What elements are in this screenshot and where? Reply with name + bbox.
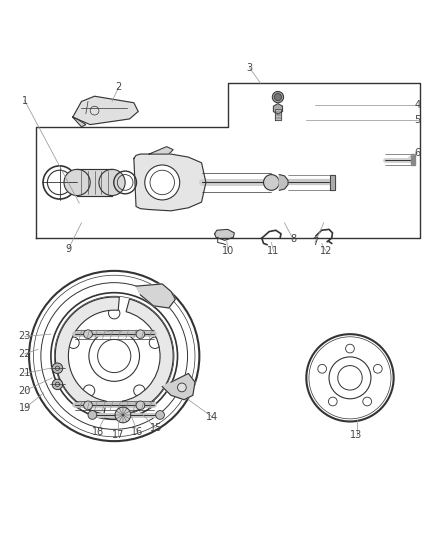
Text: 20: 20 xyxy=(18,386,31,396)
Polygon shape xyxy=(330,175,335,190)
Polygon shape xyxy=(134,154,206,211)
Circle shape xyxy=(136,401,145,410)
Text: 14: 14 xyxy=(206,412,219,422)
Circle shape xyxy=(275,94,282,101)
Text: 23: 23 xyxy=(18,332,31,341)
Text: 7: 7 xyxy=(312,238,318,247)
Circle shape xyxy=(88,410,97,419)
Polygon shape xyxy=(276,109,281,120)
Text: 15: 15 xyxy=(149,423,162,433)
Polygon shape xyxy=(77,169,112,196)
Text: 18: 18 xyxy=(92,426,104,437)
Text: 22: 22 xyxy=(18,349,31,359)
Circle shape xyxy=(155,410,164,419)
Circle shape xyxy=(84,401,92,410)
Circle shape xyxy=(177,383,186,392)
Polygon shape xyxy=(273,103,283,114)
Polygon shape xyxy=(279,175,288,190)
Text: 8: 8 xyxy=(290,235,296,245)
Text: 5: 5 xyxy=(414,115,421,125)
Polygon shape xyxy=(149,147,173,154)
Circle shape xyxy=(52,363,63,374)
Text: 21: 21 xyxy=(18,368,31,378)
Text: 10: 10 xyxy=(222,246,234,256)
Text: 3: 3 xyxy=(247,63,253,73)
Circle shape xyxy=(145,165,180,200)
Polygon shape xyxy=(73,117,86,127)
Text: 16: 16 xyxy=(131,426,144,437)
Circle shape xyxy=(272,92,284,103)
Text: 12: 12 xyxy=(320,246,332,256)
Text: 13: 13 xyxy=(350,430,363,440)
Text: 9: 9 xyxy=(65,244,71,254)
Text: 6: 6 xyxy=(415,148,421,158)
Text: 17: 17 xyxy=(112,430,124,440)
Polygon shape xyxy=(411,154,415,165)
Wedge shape xyxy=(55,297,119,414)
Polygon shape xyxy=(136,284,175,308)
Circle shape xyxy=(64,169,90,196)
Circle shape xyxy=(136,330,145,338)
Text: 1: 1 xyxy=(21,95,28,106)
Text: 19: 19 xyxy=(18,403,31,414)
Polygon shape xyxy=(73,96,138,125)
Polygon shape xyxy=(162,374,195,400)
Text: 4: 4 xyxy=(415,100,421,110)
Text: 11: 11 xyxy=(268,246,280,256)
Circle shape xyxy=(264,175,279,190)
Circle shape xyxy=(52,379,63,390)
Circle shape xyxy=(84,330,92,338)
Circle shape xyxy=(115,407,131,423)
Polygon shape xyxy=(215,229,234,240)
Circle shape xyxy=(99,169,125,196)
Text: 2: 2 xyxy=(116,83,122,93)
Wedge shape xyxy=(122,299,173,414)
